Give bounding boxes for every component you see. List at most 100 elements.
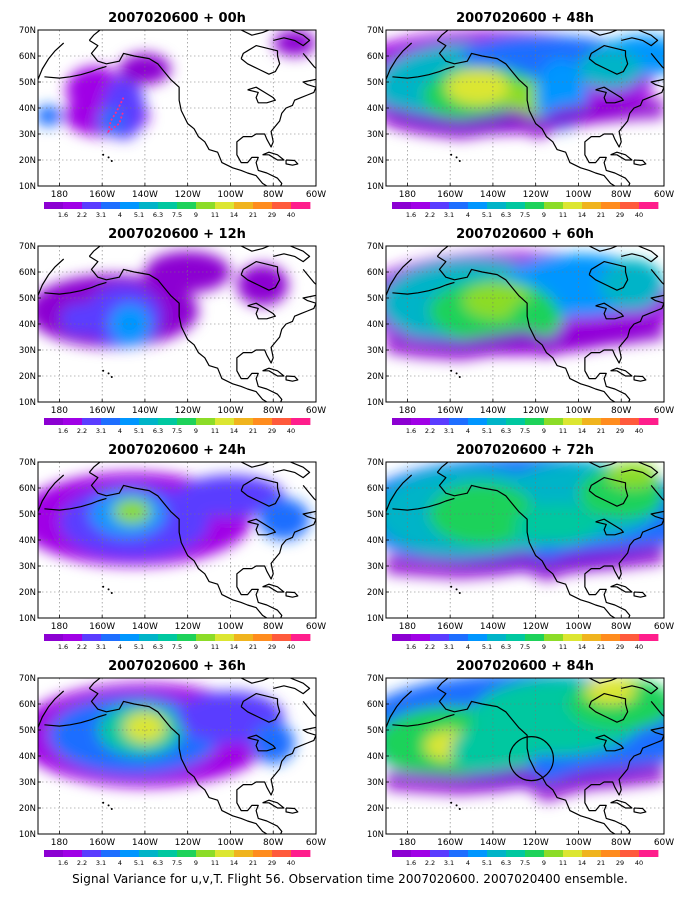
colorbar: 1.6 2.2 3.1 4 5.1 6.3 7.5 9 11 14 21 29 40	[392, 202, 659, 219]
colorbar-swatch	[291, 850, 311, 857]
colorbar-label: 4	[118, 427, 122, 435]
lat-tick-label: 40N	[19, 536, 36, 546]
colorbar-swatch	[563, 850, 583, 857]
lon-tick-label: 80W	[611, 190, 631, 200]
colorbar-label: 29	[268, 427, 276, 435]
target-circle	[508, 735, 555, 782]
colorbar-swatch	[44, 850, 64, 857]
colorbar-label: 3.1	[444, 211, 454, 219]
colorbar-label: 40	[635, 643, 643, 651]
colorbar-label: 29	[616, 211, 624, 219]
colorbar-label: 40	[287, 859, 295, 867]
lon-tick-label: 180	[399, 190, 416, 200]
lon-tick-label: 80W	[611, 622, 631, 632]
lon-tick-label: 120W	[523, 190, 549, 200]
lat-tick-label: 10N	[367, 830, 384, 840]
colorbar-swatch	[234, 634, 254, 641]
colorbar-swatch	[139, 634, 159, 641]
lat-tick-label: 30N	[367, 778, 384, 788]
colorbar-label: 9	[194, 643, 198, 651]
lon-tick-label: 80W	[611, 406, 631, 416]
lon-tick-label: 140W	[480, 838, 506, 848]
variance-contour	[97, 108, 124, 134]
colorbar-swatch	[563, 634, 583, 641]
colorbar-swatch	[487, 634, 507, 641]
colorbar-label: 21	[597, 859, 605, 867]
colorbar-label: 9	[542, 859, 546, 867]
colorbar-swatch	[253, 634, 273, 641]
lon-tick-label: 140W	[480, 190, 506, 200]
colorbar-label: 1.6	[406, 859, 416, 867]
colorbar-swatch	[468, 202, 488, 209]
lat-tick-label: 40N	[19, 752, 36, 762]
lon-tick-label: 160W	[437, 838, 463, 848]
coastlines	[386, 30, 664, 186]
coastlines	[38, 30, 316, 186]
colorbar-swatch	[272, 850, 292, 857]
colorbar-swatch	[44, 634, 64, 641]
lon-tick-label: 180	[399, 406, 416, 416]
lon-tick-label: 100W	[565, 838, 591, 848]
colorbar-swatch	[449, 418, 469, 425]
variance-contour	[144, 251, 231, 293]
panel-title: 2007020600 + 12h	[108, 227, 246, 242]
colorbar-swatch	[544, 850, 564, 857]
colorbar-label: 7.5	[520, 859, 530, 867]
colorbar-swatch	[525, 850, 545, 857]
lat-tick-label: 40N	[367, 104, 384, 114]
lat-tick-label: 70N	[367, 458, 384, 468]
lon-tick-label: 100W	[217, 190, 243, 200]
lat-tick-label: 40N	[367, 320, 384, 330]
colorbar-swatch	[525, 418, 545, 425]
colorbar-swatch	[120, 850, 140, 857]
colorbar-label: 3.1	[96, 859, 106, 867]
lat-tick-label: 70N	[19, 674, 36, 684]
variance-field	[38, 30, 316, 140]
colorbar-swatch	[158, 202, 178, 209]
colorbar-swatch	[601, 850, 621, 857]
lon-tick-label: 60W	[306, 190, 326, 200]
lon-tick-label: 80W	[263, 406, 283, 416]
colorbar-swatch	[291, 202, 311, 209]
colorbar-swatch	[506, 850, 526, 857]
colorbar-label: 3.1	[444, 859, 454, 867]
colorbar-swatch	[82, 202, 102, 209]
lat-tick-label: 70N	[367, 26, 384, 36]
coastlines	[38, 678, 316, 834]
colorbar-swatch	[158, 634, 178, 641]
colorbar-label: 2.2	[77, 427, 87, 435]
colorbar-label: 40	[635, 859, 643, 867]
lat-tick-label: 30N	[19, 346, 36, 356]
colorbar-swatch	[563, 202, 583, 209]
lon-tick-label: 100W	[565, 406, 591, 416]
colorbar-swatch	[430, 202, 450, 209]
lat-tick-label: 20N	[19, 372, 36, 382]
colorbar-label: 5.1	[482, 211, 492, 219]
lat-tick-label: 50N	[19, 726, 36, 736]
colorbar-label: 3.1	[444, 643, 454, 651]
colorbar-swatch	[468, 418, 488, 425]
colorbar-swatch	[411, 634, 431, 641]
colorbar-swatch	[392, 634, 412, 641]
colorbar-label: 29	[616, 427, 624, 435]
lon-tick-label: 160W	[437, 190, 463, 200]
colorbar-swatch	[506, 418, 526, 425]
colorbar-label: 9	[542, 211, 546, 219]
colorbar-label: 7.5	[520, 643, 530, 651]
colorbar-label: 5.1	[134, 859, 144, 867]
lat-tick-label: 20N	[367, 588, 384, 598]
colorbar-swatch	[411, 202, 431, 209]
map-panel: 2007020600 + 60h 70N 60N 50N 40N 30N 20N 10N 180…	[367, 227, 674, 435]
lon-tick-label: 140W	[480, 406, 506, 416]
colorbar-label: 4	[466, 211, 470, 219]
colorbar-swatch	[544, 418, 564, 425]
colorbar-label: 1.6	[406, 427, 416, 435]
colorbar-label: 6.3	[153, 211, 163, 219]
lon-tick-label: 180	[51, 622, 68, 632]
lon-tick-label: 80W	[263, 838, 283, 848]
colorbar-swatch	[253, 850, 273, 857]
colorbar-swatch	[430, 634, 450, 641]
lat-tick-label: 20N	[367, 372, 384, 382]
colorbar-swatch	[601, 634, 621, 641]
variance-contour	[112, 498, 152, 525]
